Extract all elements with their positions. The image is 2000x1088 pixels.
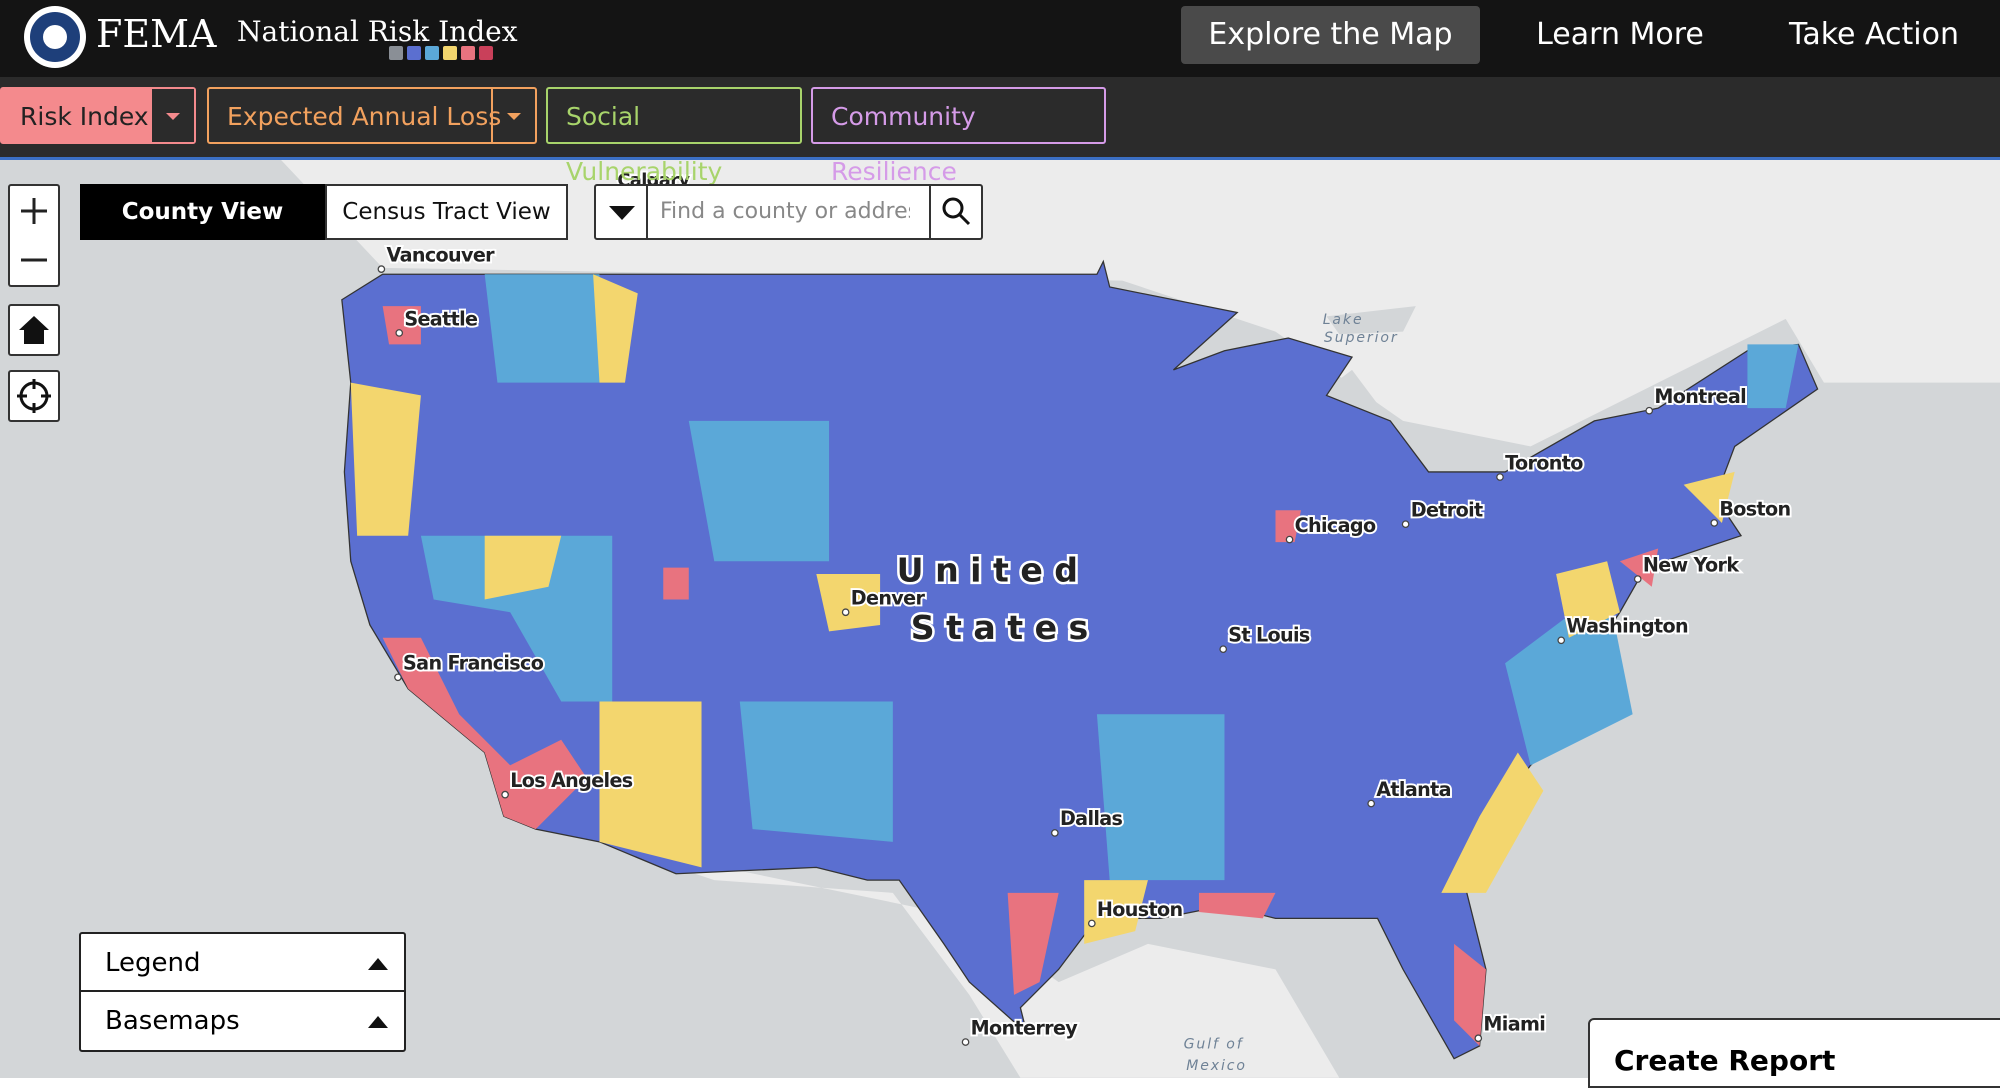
tab-social[interactable]: Social Vulnerability [546,87,802,186]
map-label: Los Angeles [510,769,633,792]
city-dot [1401,520,1410,529]
map-label: Denver [851,587,926,610]
map-label: Boston [1719,497,1790,520]
city-dot [1051,829,1059,837]
legend-label: Legend [105,948,201,978]
tab-community[interactable]: Community Resilience [811,87,1106,186]
city-dot [1367,799,1375,808]
home-button[interactable] [8,304,60,356]
app-title: National Risk Index [237,15,518,48]
map-label: San Francisco [403,652,544,675]
map-label: Toronto [1505,451,1583,474]
tab-label: Risk Index [20,102,149,131]
city-dot [1633,575,1642,583]
map-panels: Legend Basemaps [79,932,406,1052]
basemaps-toggle[interactable]: Basemaps [81,992,404,1050]
map-label: Monterrey [971,1016,1079,1039]
city-dot [377,265,386,273]
city-dot [1474,1034,1483,1043]
search-input[interactable]: Find a county or address [660,199,910,224]
top-bar: FEMA National Risk Index Explore the Map… [0,0,2000,77]
legend-toggle[interactable]: Legend [81,934,404,992]
city-dot [1496,473,1504,481]
tab-label: Expected Annual Loss [227,102,502,131]
city-dot [1557,636,1566,645]
city-dot [1710,519,1719,527]
map-label: States [911,608,1100,647]
map-label: Superior [1324,330,1399,346]
map-label: Washington [1566,615,1688,638]
tract-view[interactable]: Census Tract View [325,184,568,240]
map-label: Vancouver [386,243,495,266]
search-dropdown[interactable] [596,186,648,238]
tab-eal[interactable]: Expected Annual Loss [207,87,537,144]
tab-bar: Risk Index Expected Annual Loss Social V… [0,77,2000,186]
nav-learn[interactable]: Learn More [1536,17,1704,52]
locate-button[interactable] [8,370,60,422]
zoom-in[interactable] [8,184,60,236]
city-dot [961,1038,970,1046]
city-dot [1219,645,1228,654]
map-label: Gulf of [1184,1036,1244,1052]
map-label: Montreal [1654,385,1746,408]
basemaps-label: Basemaps [105,1006,240,1036]
dropdown[interactable] [491,89,535,142]
city-dot [395,329,404,337]
map-label: Lake [1323,312,1364,328]
search-box: Find a county or address [594,184,983,240]
nav-explore[interactable]: Explore the Map [1181,6,1480,64]
city-dot [841,608,850,617]
nav-action[interactable]: Take Action [1789,17,1959,52]
map-label: Detroit [1411,499,1483,522]
map-label: St Louis [1228,624,1310,647]
city-dot [1088,919,1096,928]
search-button[interactable] [929,186,981,238]
map-label: Seattle [404,307,478,330]
dropdown[interactable] [150,89,194,142]
city-dot [501,790,509,799]
county-view[interactable]: County View [80,184,325,240]
fema-seal [24,6,86,68]
map-label: Houston [1097,898,1183,921]
map-label: Dallas [1060,807,1123,830]
logo-text: FEMA [96,12,217,56]
zoom-out[interactable] [8,235,60,287]
risk-moderate [420,274,1799,881]
city-dot [394,673,402,682]
risk-relatively-high [350,274,1735,944]
city-dot [1285,535,1294,544]
title-swatches [389,46,493,60]
city-dot [1645,406,1654,415]
risk-very-high [382,306,1659,1046]
map-label: Mexico [1186,1058,1247,1074]
map-label: Atlanta [1376,778,1451,801]
map-label: Miami [1483,1013,1545,1036]
tab-risk-index[interactable]: Risk Index [0,87,196,144]
map-label: Chicago [1295,514,1376,537]
map-label: New York [1643,553,1741,576]
map-label: United [897,551,1090,590]
